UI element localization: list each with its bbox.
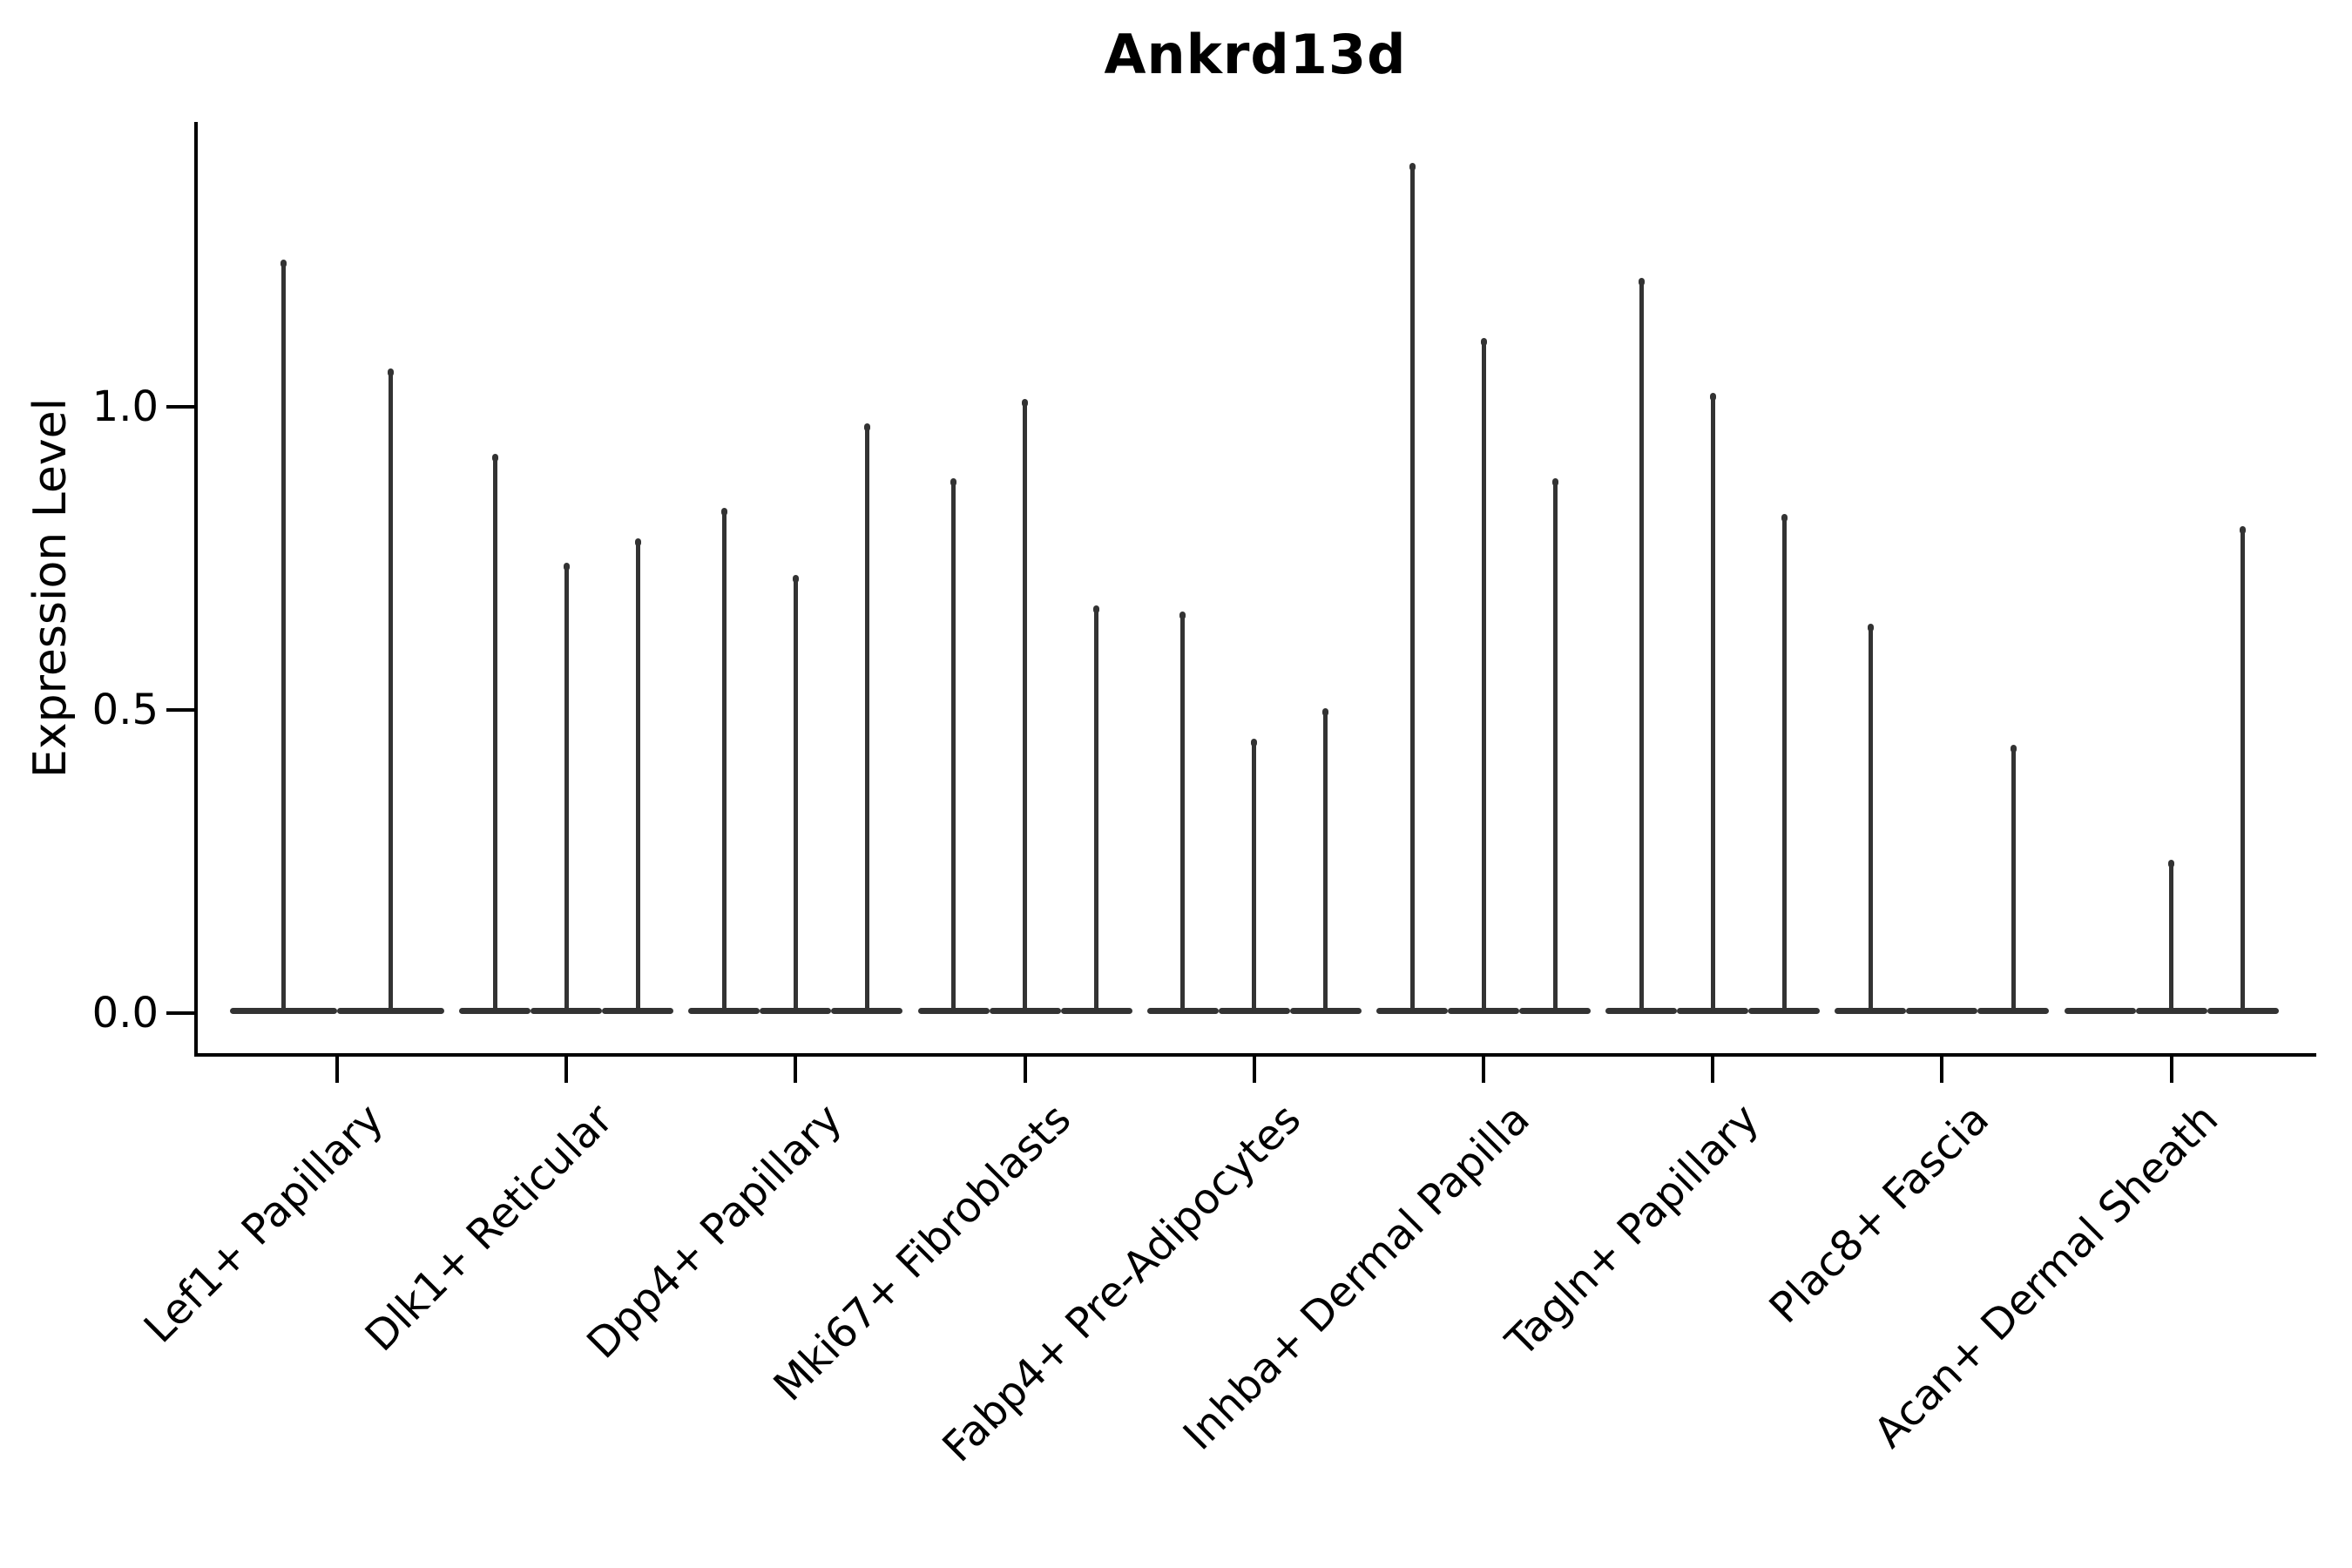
violin-base (230, 1007, 337, 1014)
violin-spike (2010, 744, 2017, 1010)
x-tick (1482, 1057, 1485, 1083)
y-tick (166, 708, 196, 712)
x-tick (564, 1057, 569, 1083)
y-tick-label: 0.0 (91, 989, 159, 1037)
violin-base (1376, 1007, 1448, 1014)
violin-spike (388, 368, 394, 1010)
violin-spike (2168, 860, 2175, 1010)
violin-base (459, 1007, 531, 1014)
violin-spike (1093, 605, 1100, 1010)
x-axis-spine (194, 1053, 2316, 1057)
violin-spike (634, 538, 641, 1010)
y-tick (166, 1011, 196, 1015)
violin-spike (950, 477, 957, 1010)
x-tick (1023, 1057, 1027, 1083)
x-tick (794, 1057, 798, 1083)
violin-base (831, 1007, 903, 1014)
violin-spike (2240, 526, 2247, 1010)
y-tick-label: 1.0 (91, 382, 159, 431)
violin-base (1060, 1007, 1132, 1014)
y-tick-label: 0.5 (91, 686, 159, 734)
violin-base (1605, 1007, 1678, 1014)
violin-base (1448, 1007, 1519, 1014)
violin-base (1519, 1007, 1591, 1014)
violin-spike (1867, 623, 1874, 1010)
violin-base (1977, 1007, 2050, 1014)
violin-base (917, 1007, 990, 1014)
x-tick-label: Plac8+ Fascia (1760, 1094, 1998, 1334)
violin-spike (1638, 277, 1645, 1010)
violin-base (1835, 1007, 1907, 1014)
x-tick (2169, 1057, 2173, 1083)
violin-spike (1409, 162, 1416, 1010)
x-tick (335, 1057, 339, 1083)
violin-base (2064, 1007, 2136, 1014)
violin-spike (863, 422, 870, 1010)
x-tick (1711, 1057, 1715, 1083)
violin-base (1146, 1007, 1219, 1014)
x-tick (1252, 1057, 1256, 1083)
violin-spike (1022, 399, 1029, 1010)
violin-spike (1781, 514, 1788, 1010)
violin-spike (491, 453, 498, 1010)
x-tick-label: Lef1+ Papillary (135, 1094, 394, 1353)
violin-base (602, 1007, 674, 1014)
violin-base (1677, 1007, 1749, 1014)
x-tick-label: Dlk1+ Reticular (355, 1094, 623, 1362)
violin-base (1906, 1007, 1978, 1014)
violin-base (688, 1007, 760, 1014)
x-tick (1940, 1057, 1944, 1083)
violin-base (1218, 1007, 1290, 1014)
violin-spike (280, 259, 287, 1010)
violin-spike (1709, 393, 1716, 1010)
x-tick-label: Tagln+ Papillary (1497, 1094, 1769, 1367)
violin-base (989, 1007, 1061, 1014)
violin-spike (1251, 738, 1258, 1010)
y-axis-spine (194, 122, 198, 1057)
violin-base (2207, 1007, 2279, 1014)
violin-spike (792, 574, 799, 1010)
violin-base (531, 1007, 603, 1014)
violin-spike (720, 508, 727, 1010)
violin-spike (1480, 338, 1487, 1010)
violin-base (760, 1007, 832, 1014)
violin-spike (563, 562, 570, 1010)
violin-spike (1179, 611, 1186, 1010)
x-tick-label: Dpp4+ Papillary (578, 1094, 852, 1369)
violin-base (1289, 1007, 1362, 1014)
violin-base (2135, 1007, 2207, 1014)
violin-base (337, 1007, 444, 1014)
y-tick (166, 405, 196, 409)
violin-spike (1551, 477, 1558, 1010)
violin-spike (1322, 708, 1329, 1010)
violin-base (1748, 1007, 1821, 1014)
chart-title: Ankrd13d (1104, 23, 1407, 86)
